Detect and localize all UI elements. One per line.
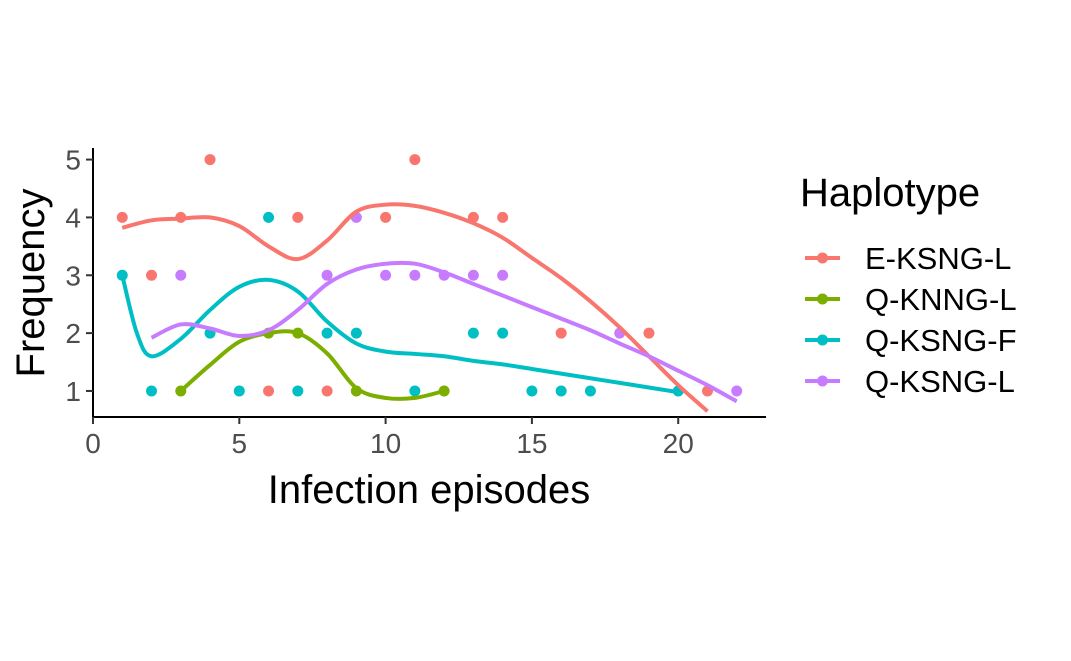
point-e-ksng-l: [555, 327, 567, 339]
point-e-ksng-l: [380, 211, 392, 223]
legend-item-e-ksng-l: E-KSNG-L: [805, 241, 1011, 276]
legend-item-q-knng-l: Q-KNNG-L: [805, 282, 1017, 317]
smooth-lines-layer: [120, 202, 738, 413]
point-e-ksng-l: [204, 154, 216, 166]
point-e-ksng-l: [146, 269, 158, 281]
point-q-ksng-f: [584, 385, 596, 397]
point-e-ksng-l: [409, 154, 421, 166]
point-q-ksng-f: [292, 385, 304, 397]
legend: Haplotype E-KSNG-L Q-KNNG-L Q-KSNG-F Q-KSNG…: [800, 171, 1017, 399]
y-tick-label: 2: [65, 318, 81, 349]
point-q-ksng-l: [321, 269, 333, 281]
legend-label-q-ksng-f: Q-KSNG-F: [865, 323, 1017, 358]
y-tick-label: 1: [65, 376, 81, 407]
x-axis-title: Infection episodes: [268, 468, 590, 512]
point-q-ksng-l: [175, 269, 187, 281]
point-e-ksng-l: [643, 327, 655, 339]
point-e-ksng-l: [497, 211, 509, 223]
point-q-ksng-f: [409, 385, 421, 397]
x-tick-label: 20: [663, 428, 694, 459]
point-q-ksng-f: [321, 327, 333, 339]
point-q-ksng-f: [555, 385, 567, 397]
point-q-ksng-l: [380, 269, 392, 281]
point-q-ksng-f: [146, 385, 158, 397]
y-tick-label: 4: [65, 202, 81, 233]
x-ticks: 0 5 10 15 20: [85, 417, 694, 459]
legend-point-q-ksng-f: [817, 334, 828, 346]
plot-layer: [116, 154, 743, 413]
smooth-line-e-ksng-l: [121, 202, 709, 413]
point-q-ksng-f: [497, 327, 509, 339]
point-e-ksng-l: [321, 385, 333, 397]
smooth-line-q-knng-l: [179, 329, 445, 401]
legend-label-e-ksng-l: E-KSNG-L: [865, 241, 1011, 276]
legend-title: Haplotype: [800, 171, 980, 215]
y-axis-title: Frequency: [9, 189, 53, 378]
legend-point-q-knng-l: [817, 293, 828, 305]
point-e-ksng-l: [292, 211, 304, 223]
y-tick-label: 3: [65, 260, 81, 291]
x-tick-label: 10: [370, 428, 401, 459]
point-q-ksng-f: [233, 385, 245, 397]
legend-item-q-ksng-l: Q-KSNG-L: [805, 364, 1015, 399]
point-q-ksng-f: [526, 385, 538, 397]
legend-item-q-ksng-f: Q-KSNG-F: [805, 323, 1017, 358]
x-tick-label: 15: [516, 428, 547, 459]
axes-layer: 0 5 10 15 20 1 2 3 4 5 Infection episodes Freque…: [9, 145, 766, 512]
point-q-ksng-l: [497, 269, 509, 281]
point-e-ksng-l: [116, 211, 128, 223]
y-tick-label: 5: [65, 145, 81, 176]
legend-label-q-ksng-l: Q-KSNG-L: [865, 364, 1015, 399]
point-q-ksng-l: [409, 269, 421, 281]
y-ticks: 1 2 3 4 5: [65, 145, 93, 407]
smooth-line-q-ksng-f: [120, 274, 679, 395]
points-layer: [116, 154, 743, 397]
legend-items: E-KSNG-L Q-KNNG-L Q-KSNG-F Q-KSNG-L: [805, 241, 1017, 399]
x-tick-label: 5: [232, 428, 248, 459]
point-q-ksng-f: [263, 211, 275, 223]
point-q-ksng-l: [731, 385, 743, 397]
legend-point-q-ksng-l: [817, 375, 828, 387]
legend-label-q-knng-l: Q-KNNG-L: [865, 282, 1017, 317]
x-tick-label: 0: [85, 428, 101, 459]
point-e-ksng-l: [263, 385, 275, 397]
point-q-ksng-f: [467, 327, 479, 339]
legend-point-e-ksng-l: [817, 252, 828, 264]
smooth-line-q-ksng-l: [150, 260, 738, 404]
point-q-ksng-f: [116, 269, 128, 281]
point-q-ksng-f: [350, 327, 362, 339]
point-q-ksng-l: [467, 269, 479, 281]
